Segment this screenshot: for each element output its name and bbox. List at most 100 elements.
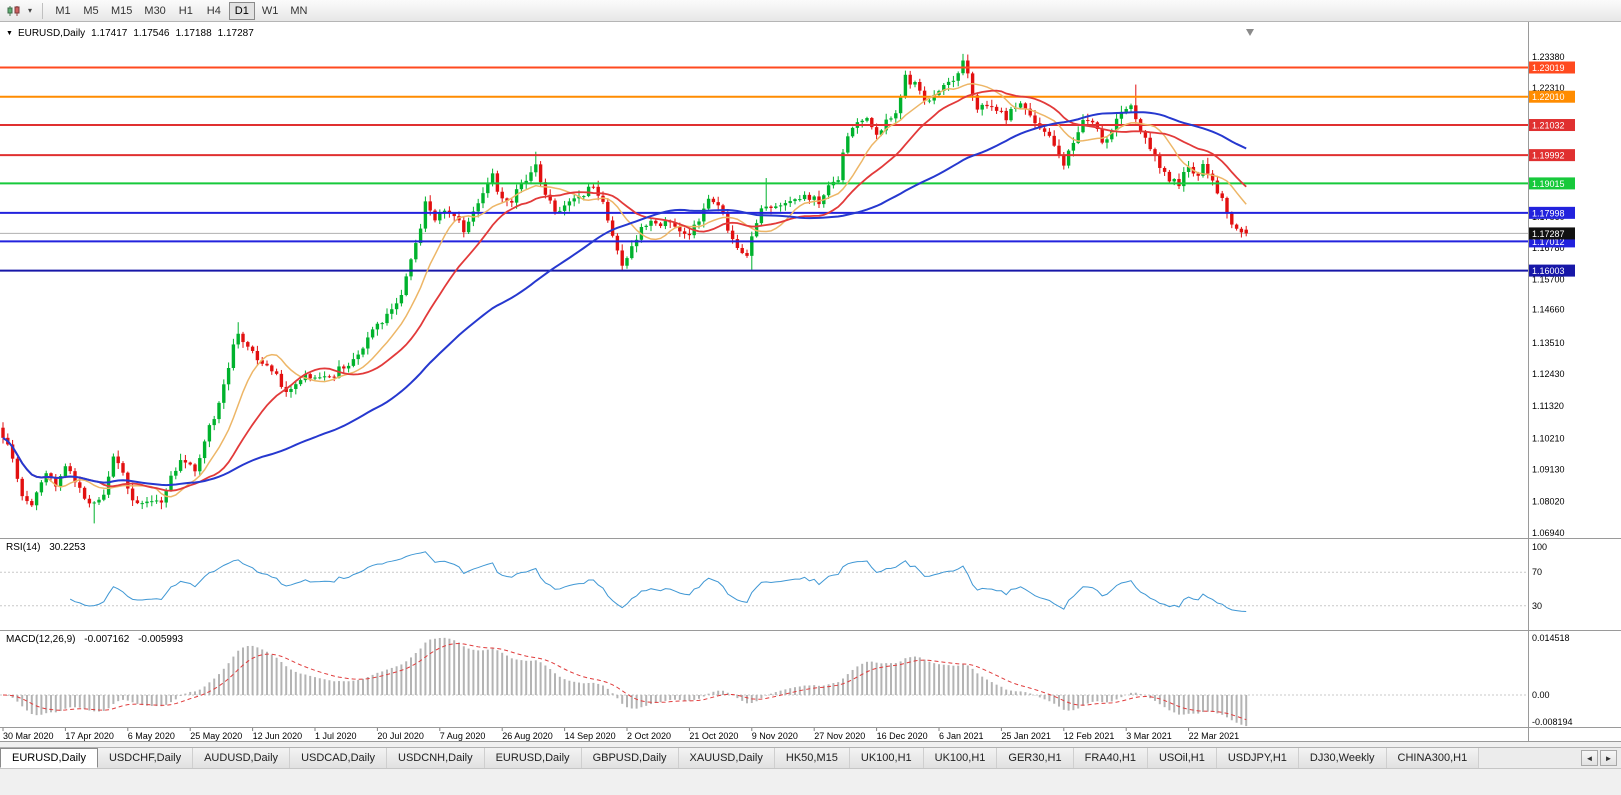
- svg-text:9 Nov 2020: 9 Nov 2020: [752, 731, 798, 741]
- symbol-tab-ger30-h1[interactable]: GER30,H1: [997, 748, 1074, 768]
- symbol-tab-usoil-h1[interactable]: USOil,H1: [1147, 748, 1217, 768]
- svg-text:1.16003: 1.16003: [1532, 266, 1565, 276]
- symbol-tab-uk100-h1[interactable]: UK100,H1: [923, 748, 998, 768]
- svg-text:1.10210: 1.10210: [1532, 433, 1565, 443]
- macd-histogram: [6, 637, 1248, 727]
- macd-indicator-header: MACD(12,26,9) -0.007162 -0.005993: [6, 634, 183, 645]
- svg-text:25 May 2020: 25 May 2020: [190, 731, 242, 741]
- ma-medium-line: [2, 89, 1247, 492]
- price-badge-1-16003[interactable]: 1.16003: [1529, 264, 1575, 277]
- symbol-tab-hk50-m15[interactable]: HK50,M15: [774, 748, 850, 768]
- chart-tabs: EURUSD,Daily USDCHF,Daily AUDUSD,Daily USDC…: [0, 748, 1577, 768]
- timeframe-button-m5[interactable]: M5: [78, 2, 104, 20]
- timeframe-button-m30[interactable]: M30: [139, 2, 170, 20]
- svg-text:27 Nov 2020: 27 Nov 2020: [814, 731, 865, 741]
- symbol-tab-eurusd-daily[interactable]: EURUSD,Daily: [0, 748, 98, 768]
- symbol-tab-audusd-daily[interactable]: AUDUSD,Daily: [193, 748, 291, 768]
- svg-text:6 Jan 2021: 6 Jan 2021: [939, 731, 984, 741]
- tabs-scroll-right-button[interactable]: ►: [1600, 750, 1617, 766]
- symbol-tab-gbpusd-daily[interactable]: GBPUSD,Daily: [581, 748, 679, 768]
- timeframe-button-m15[interactable]: M15: [106, 2, 137, 20]
- symbol-tab-usdchf-daily[interactable]: USDCHF,Daily: [97, 748, 194, 768]
- symbol-tab-fra40-h1[interactable]: FRA40,H1: [1073, 748, 1148, 768]
- rsi-value: 30.2253: [49, 542, 86, 553]
- macd-signal-line: [2, 642, 1247, 721]
- price-badge-1-22010[interactable]: 1.22010: [1529, 90, 1575, 103]
- price-badge-1-17998[interactable]: 1.17998: [1529, 206, 1575, 219]
- svg-text:1.11320: 1.11320: [1532, 401, 1564, 411]
- tabs-scroll-left-button[interactable]: ◄: [1581, 750, 1598, 766]
- svg-text:20 Jul 2020: 20 Jul 2020: [377, 731, 424, 741]
- symbol-tab-usdjpy-h1[interactable]: USDJPY,H1: [1216, 748, 1299, 768]
- tab-scroll-controls: ◄ ►: [1577, 748, 1621, 768]
- timeframe-button-m1[interactable]: M1: [50, 2, 76, 20]
- svg-text:1.14660: 1.14660: [1532, 304, 1565, 314]
- svg-text:17 Apr 2020: 17 Apr 2020: [65, 731, 114, 741]
- current-price-badge[interactable]: 1.17287: [1529, 227, 1575, 240]
- price-chart-canvas[interactable]: 1.233801.223101.178601.167801.157001.146…: [0, 22, 1621, 742]
- svg-text:1.22010: 1.22010: [1532, 92, 1565, 102]
- chart-type-dropdown-button[interactable]: ▾: [24, 2, 36, 20]
- price-badge-1-19015[interactable]: 1.19015: [1529, 177, 1575, 190]
- svg-text:12 Jun 2020: 12 Jun 2020: [253, 731, 303, 741]
- svg-text:1.19015: 1.19015: [1532, 179, 1565, 189]
- ma-fast-line: [2, 82, 1247, 498]
- svg-text:1.08020: 1.08020: [1532, 497, 1565, 507]
- symbol-tab-eurusd-daily[interactable]: EURUSD,Daily: [484, 748, 582, 768]
- symbol-tab-xauusd-daily[interactable]: XAUUSD,Daily: [678, 748, 775, 768]
- svg-text:14 Sep 2020: 14 Sep 2020: [565, 731, 616, 741]
- svg-text:30: 30: [1532, 601, 1542, 611]
- chevron-down-icon: ▾: [27, 6, 32, 15]
- timeframe-button-h4[interactable]: H4: [201, 2, 227, 20]
- svg-text:1.16780: 1.16780: [1532, 243, 1565, 253]
- chart-high-value: 1.17546: [133, 28, 170, 39]
- symbol-tab-china300-h1[interactable]: CHINA300,H1: [1386, 748, 1480, 768]
- macd-value: -0.007162: [84, 634, 130, 645]
- svg-text:1.17287: 1.17287: [1532, 229, 1565, 239]
- macd-signal-value: -0.005993: [138, 634, 184, 645]
- svg-text:1.09130: 1.09130: [1532, 465, 1565, 475]
- candlestick-chart-icon: [7, 5, 20, 16]
- timeframe-button-group: M1 M5 M15 M30 H1 H4 D1 W1 MN: [49, 1, 313, 20]
- timeframe-button-w1[interactable]: W1: [257, 2, 284, 20]
- price-badge-1-23019[interactable]: 1.23019: [1529, 61, 1575, 74]
- chart-symbol-label: EURUSD,Daily: [17, 28, 86, 39]
- svg-text:21 Oct 2020: 21 Oct 2020: [689, 731, 738, 741]
- macd-label: MACD(12,26,9): [6, 634, 76, 645]
- svg-text:100: 100: [1532, 542, 1547, 552]
- top-toolbar: ▾ M1 M5 M15 M30 H1 H4 D1 W1 MN: [0, 0, 1621, 22]
- chart-open-value: 1.17417: [91, 28, 128, 39]
- chart-header: ▼ EURUSD,Daily 1.17417 1.17546 1.17188 1…: [6, 28, 254, 39]
- chart-menu-arrow-icon[interactable]: ▼: [6, 30, 13, 37]
- price-badge-1-19992[interactable]: 1.19992: [1529, 149, 1575, 162]
- symbol-tab-dj30-weekly[interactable]: DJ30,Weekly: [1298, 748, 1387, 768]
- symbol-tab-usdcad-daily[interactable]: USDCAD,Daily: [290, 748, 388, 768]
- svg-text:26 Aug 2020: 26 Aug 2020: [502, 731, 553, 741]
- svg-text:25 Jan 2021: 25 Jan 2021: [1001, 731, 1051, 741]
- rsi-indicator-header: RSI(14) 30.2253: [6, 542, 85, 553]
- timeframe-button-h1[interactable]: H1: [173, 2, 199, 20]
- svg-text:0.014518: 0.014518: [1532, 633, 1570, 643]
- chart-low-value: 1.17188: [175, 28, 212, 39]
- window-footer: [0, 769, 1621, 794]
- svg-text:0.00: 0.00: [1532, 690, 1550, 700]
- svg-text:1.22310: 1.22310: [1532, 83, 1565, 93]
- price-badge-1-21032[interactable]: 1.21032: [1529, 119, 1575, 132]
- time-axis[interactable]: 30 Mar 2020 17 Apr 2020 6 May 2020 25 May 2…: [2, 728, 1239, 741]
- svg-text:1.13510: 1.13510: [1532, 338, 1565, 348]
- timeframe-button-mn[interactable]: MN: [285, 2, 312, 20]
- svg-text:2 Oct 2020: 2 Oct 2020: [627, 731, 671, 741]
- svg-text:1 Jul 2020: 1 Jul 2020: [315, 731, 357, 741]
- rsi-label: RSI(14): [6, 542, 41, 553]
- svg-text:3 Mar 2021: 3 Mar 2021: [1126, 731, 1172, 741]
- symbol-tab-uk100-h1[interactable]: UK100,H1: [849, 748, 924, 768]
- svg-text:12 Feb 2021: 12 Feb 2021: [1064, 731, 1115, 741]
- symbol-tab-usdcnh-daily[interactable]: USDCNH,Daily: [387, 748, 485, 768]
- svg-text:1.17998: 1.17998: [1532, 208, 1565, 218]
- chart-close-value: 1.17287: [217, 28, 254, 39]
- svg-text:1.06940: 1.06940: [1532, 528, 1565, 538]
- timeframe-button-d1[interactable]: D1: [228, 1, 255, 20]
- svg-text:70: 70: [1532, 567, 1542, 577]
- chart-shift-marker[interactable]: [1246, 29, 1254, 36]
- chart-type-button[interactable]: [4, 2, 24, 20]
